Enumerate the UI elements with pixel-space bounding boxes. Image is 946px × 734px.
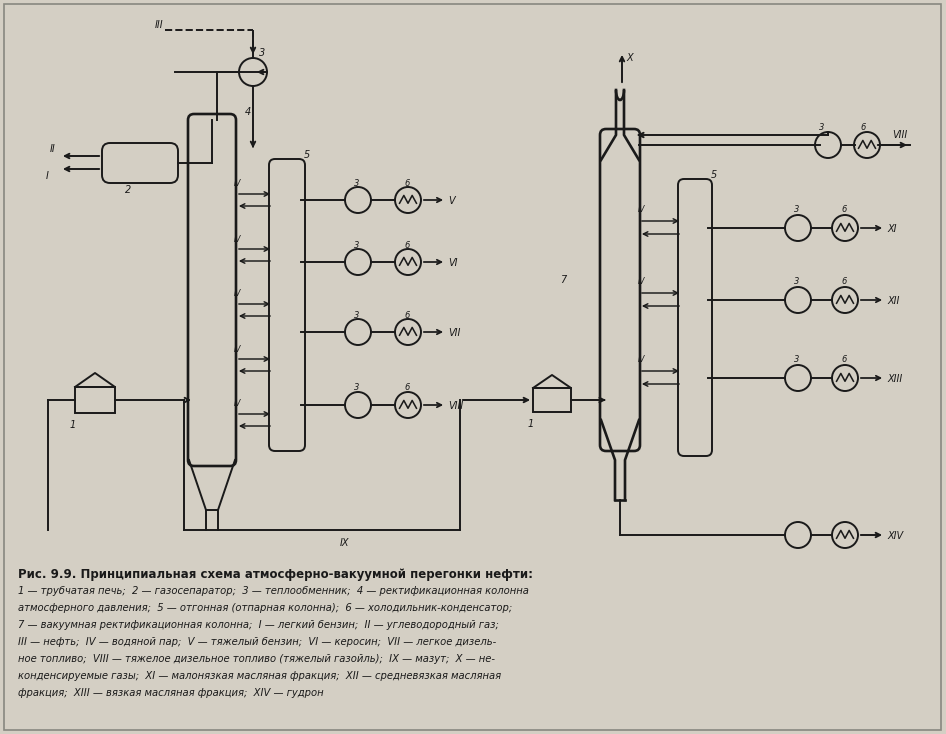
Text: 6: 6 xyxy=(841,206,847,214)
Text: 1 — трубчатая печь;  2 — газосепаратор;  3 — теплообменник;  4 — ректификационна: 1 — трубчатая печь; 2 — газосепаратор; 3… xyxy=(18,586,529,596)
Text: 1: 1 xyxy=(70,420,77,430)
Text: 7 — вакуумная ректификационная колонна;  I — легкий бензин;  II — углеводородный: 7 — вакуумная ректификационная колонна; … xyxy=(18,620,499,630)
Bar xyxy=(533,388,571,412)
Text: X: X xyxy=(626,53,633,63)
Text: 3: 3 xyxy=(259,48,265,58)
Text: 6: 6 xyxy=(841,277,847,286)
Text: XII: XII xyxy=(887,296,900,306)
Text: 3: 3 xyxy=(794,355,799,365)
Text: XI: XI xyxy=(887,224,897,234)
Text: ное топливо;  VIII — тяжелое дизельное топливо (тяжелый газойль);  IX — мазут;  : ное топливо; VIII — тяжелое дизельное то… xyxy=(18,654,495,664)
Text: VIII: VIII xyxy=(448,401,464,411)
Text: 3: 3 xyxy=(819,123,824,131)
Text: IV: IV xyxy=(234,234,241,244)
Text: Рис. 9.9. Принципиальная схема атмосферно-вакуумной перегонки нефти:: Рис. 9.9. Принципиальная схема атмосферн… xyxy=(18,568,533,581)
Text: 5: 5 xyxy=(711,170,717,180)
Text: 6: 6 xyxy=(860,123,866,131)
Text: V: V xyxy=(448,196,455,206)
Text: фракция;  XIII — вязкая масляная фракция;  XIV — гудрон: фракция; XIII — вязкая масляная фракция;… xyxy=(18,688,324,698)
Bar xyxy=(75,387,115,413)
Text: 3: 3 xyxy=(354,241,359,250)
Text: IV: IV xyxy=(234,289,241,299)
Text: I: I xyxy=(46,171,49,181)
Text: 3: 3 xyxy=(354,383,359,393)
Text: IV: IV xyxy=(234,180,241,189)
Text: III — нефть;  IV — водяной пар;  V — тяжелый бензин;  VI — керосин;  VII — легко: III — нефть; IV — водяной пар; V — тяжел… xyxy=(18,637,497,647)
Text: IX: IX xyxy=(340,538,349,548)
Text: 6: 6 xyxy=(404,383,410,393)
Text: 3: 3 xyxy=(794,206,799,214)
Text: 3: 3 xyxy=(354,310,359,319)
Text: XIV: XIV xyxy=(887,531,903,541)
Text: 1: 1 xyxy=(528,419,534,429)
Text: VII: VII xyxy=(448,328,461,338)
Text: 6: 6 xyxy=(404,241,410,250)
Text: III: III xyxy=(155,20,164,30)
Text: VI: VI xyxy=(448,258,458,268)
Text: IV: IV xyxy=(638,355,645,365)
Text: IV: IV xyxy=(638,206,645,214)
Text: IV: IV xyxy=(638,277,645,286)
Text: 5: 5 xyxy=(304,150,310,160)
Text: 6: 6 xyxy=(404,310,410,319)
Text: 7: 7 xyxy=(560,275,567,285)
Text: VIII: VIII xyxy=(892,130,907,140)
Text: 6: 6 xyxy=(404,178,410,187)
Text: конденсируемые газы;  XI — малонязкая масляная фракция;  XII — средневязкая масл: конденсируемые газы; XI — малонязкая мас… xyxy=(18,671,501,681)
Text: 4: 4 xyxy=(245,107,252,117)
Text: атмосферного давления;  5 — отгонная (отпарная колонна);  6 — холодильник-конден: атмосферного давления; 5 — отгонная (отп… xyxy=(18,603,512,613)
Text: IV: IV xyxy=(234,399,241,409)
Text: IV: IV xyxy=(234,344,241,354)
Text: II: II xyxy=(50,144,56,154)
Text: 3: 3 xyxy=(794,277,799,286)
Text: 3: 3 xyxy=(354,178,359,187)
Text: 2: 2 xyxy=(125,185,131,195)
Text: 6: 6 xyxy=(841,355,847,365)
Text: XIII: XIII xyxy=(887,374,902,384)
